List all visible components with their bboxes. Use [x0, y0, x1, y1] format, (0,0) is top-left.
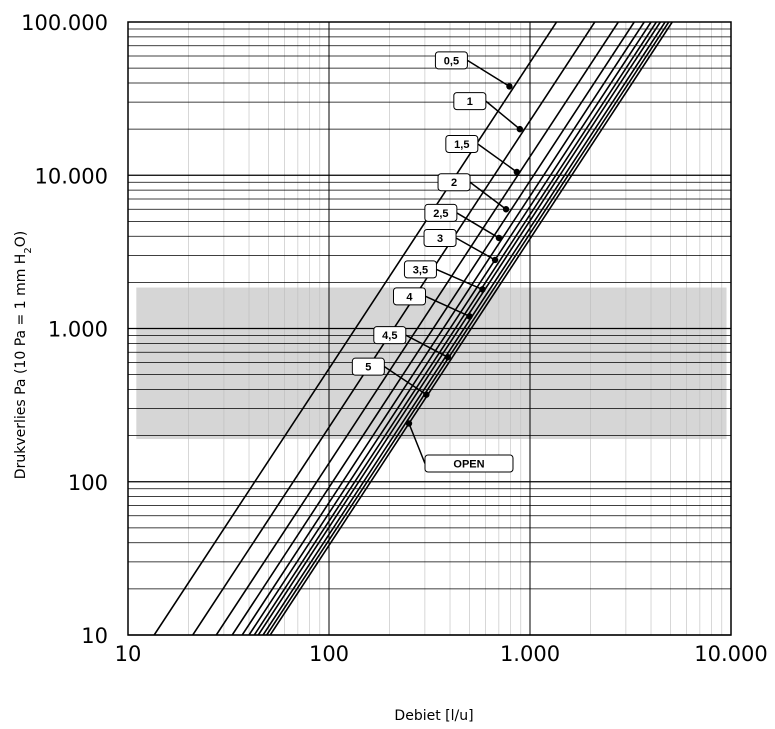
y-axis-title-suffix: O) — [13, 231, 29, 247]
callout-box-8 — [373, 326, 407, 345]
y-tick-label-2: 1.000 — [48, 318, 108, 342]
callout-label-2: 1,5 — [454, 139, 469, 151]
x-tick-labels: 10 100 1.000 10.000 — [115, 642, 768, 666]
callout-label-4: 2,5 — [433, 208, 448, 220]
y-tick-label-1: 100 — [68, 471, 108, 495]
series-line-0 — [153, 22, 558, 635]
callout-box-10 — [424, 454, 514, 473]
callout-box-7 — [392, 287, 426, 306]
x-tick-label-3: 10.000 — [694, 642, 767, 666]
series-line-9 — [266, 22, 670, 635]
callout-leader-10 — [408, 423, 426, 464]
series-marker-0 — [506, 83, 513, 90]
series-marker-8 — [444, 353, 452, 361]
callout-label-5: 3 — [437, 233, 443, 245]
series-lines — [153, 22, 673, 635]
series-marker-3 — [502, 206, 510, 213]
callout-label-8: 4,5 — [382, 330, 397, 342]
series-marker-5 — [491, 256, 499, 264]
callout-box-1 — [453, 92, 487, 111]
shaded-band — [136, 287, 727, 440]
callout-box-9 — [351, 357, 385, 376]
callout-box-3 — [437, 173, 471, 192]
y-tick-label-4: 100.000 — [21, 11, 108, 35]
y-axis-title-subscript: 2 — [23, 247, 34, 253]
series-line-3 — [231, 22, 635, 635]
series-line-2 — [215, 22, 619, 635]
callout-box-4 — [424, 203, 458, 222]
callout-label-3: 2 — [451, 177, 457, 189]
series-marker-2 — [513, 168, 521, 176]
callout-label-1: 1 — [467, 96, 473, 108]
callout-box-5 — [423, 228, 457, 247]
series-line-8 — [262, 22, 666, 635]
x-tick-label-2: 1.000 — [500, 642, 560, 666]
callout-label-7: 4 — [406, 291, 413, 303]
callout-leader-8 — [405, 334, 449, 358]
callout-box-6 — [403, 260, 437, 279]
callout-label-10: OPEN — [453, 458, 484, 470]
series-line-5 — [248, 22, 652, 635]
series-marker-1 — [516, 125, 524, 133]
series-marker-6 — [479, 286, 486, 293]
series-marker-7 — [466, 313, 473, 320]
y-axis-title: Drukverlies Pa (10 Pa = 1 mm H2O) — [13, 231, 34, 479]
callout-box-2 — [445, 135, 479, 154]
callout-leader-6 — [436, 268, 483, 291]
series-marker-10 — [405, 420, 413, 427]
callout-leader-4 — [456, 212, 500, 239]
callout-label-9: 5 — [365, 362, 371, 374]
callout-leader-5 — [455, 237, 496, 261]
x-axis-title: Debiet [l/u] — [394, 708, 473, 724]
callout-box-0 — [434, 51, 468, 70]
series-line-4 — [241, 22, 645, 635]
series-marker-4 — [495, 234, 503, 242]
series-line-7 — [257, 22, 661, 635]
series-line-6 — [253, 22, 657, 635]
series-marker-9 — [423, 391, 430, 398]
callout-label-6: 3,5 — [413, 264, 428, 276]
y-tick-label-0: 10 — [81, 624, 108, 648]
callout-leader-0 — [467, 59, 510, 88]
y-tick-label-3: 10.000 — [35, 164, 108, 188]
series-line-10 — [269, 22, 673, 635]
x-tick-label-0: 10 — [115, 642, 142, 666]
curve-callouts: 0,5 1 1,5 2 2,5 3 3,5 4 4,5 5 OPEN — [351, 51, 524, 473]
callout-leader-2 — [477, 143, 518, 173]
y-tick-labels: 10 100 1.000 10.000 100.000 — [21, 11, 108, 648]
callout-leader-3 — [469, 181, 507, 210]
grid-major-lines — [127, 22, 732, 636]
callout-leader-9 — [383, 366, 427, 396]
x-tick-label-1: 100 — [309, 642, 349, 666]
callout-leader-7 — [425, 295, 470, 318]
callout-leader-1 — [485, 100, 521, 130]
plot-frame — [127, 21, 732, 636]
callout-label-0: 0,5 — [444, 55, 459, 67]
y-axis-title-main: Drukverlies Pa (10 Pa = 1 mm H — [13, 254, 29, 480]
